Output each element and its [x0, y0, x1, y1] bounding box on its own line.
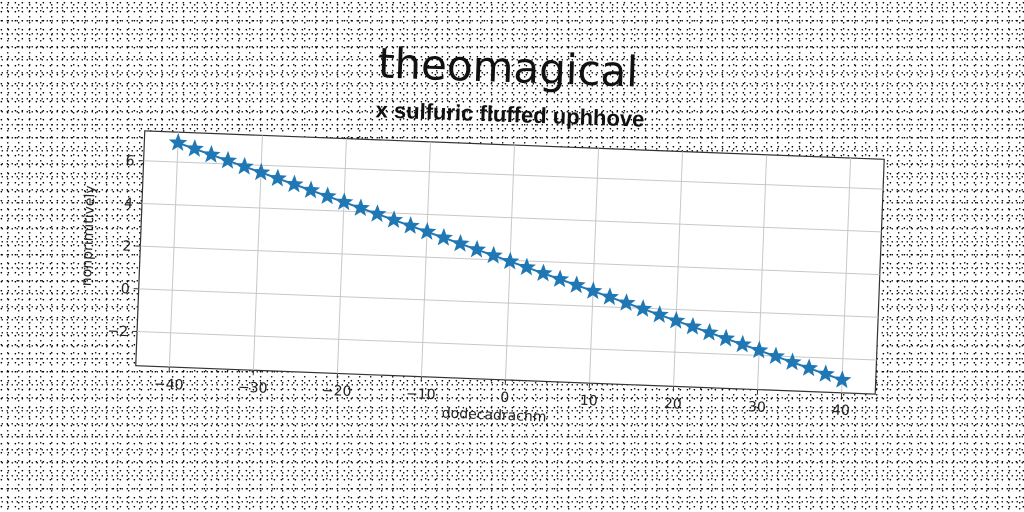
star-marker — [318, 186, 337, 205]
x-grid-line — [420, 141, 431, 377]
star-marker — [832, 370, 852, 389]
x-grid-line — [588, 148, 600, 384]
x-tick-label: −40 — [154, 376, 184, 393]
star-marker — [650, 305, 669, 323]
star-marker — [716, 328, 736, 347]
y-grid-line — [138, 288, 879, 318]
x-tick-label: 20 — [664, 396, 682, 413]
star-marker — [351, 198, 370, 217]
x-tick-label: −30 — [238, 380, 268, 397]
star-marker — [467, 239, 487, 258]
star-marker — [401, 216, 420, 234]
star-marker — [766, 346, 786, 365]
x-grid-line — [168, 132, 179, 368]
star-marker — [368, 204, 387, 223]
y-grid-line — [143, 160, 884, 190]
y-tick-label: 2 — [122, 238, 132, 254]
x-grid-line — [336, 138, 347, 374]
star-marker — [517, 257, 536, 276]
star-marker — [417, 222, 437, 240]
star-marker — [666, 311, 686, 329]
star-marker — [550, 269, 570, 288]
data-series — [168, 133, 852, 389]
star-marker — [218, 150, 238, 169]
x-tick-label: −10 — [406, 386, 436, 403]
y-grid-line — [141, 202, 882, 233]
y-tick-label: 0 — [120, 281, 130, 297]
star-marker — [168, 133, 188, 151]
x-grid-line — [841, 157, 852, 393]
star-marker — [434, 228, 453, 246]
star-marker — [683, 316, 702, 335]
star-marker — [235, 156, 254, 175]
star-marker — [268, 168, 287, 187]
x-tick-label: 40 — [832, 402, 850, 419]
star-marker — [733, 334, 752, 353]
y-tick-label: 4 — [124, 196, 134, 212]
star-marker — [583, 281, 603, 300]
star-marker — [799, 358, 819, 377]
star-marker — [285, 174, 304, 193]
star-marker — [816, 364, 835, 383]
x-tick-label: 10 — [580, 393, 598, 410]
chart-subtitle: x sulfuric fluffed uphhove — [375, 97, 645, 131]
star-marker — [700, 322, 719, 341]
star-marker — [534, 263, 553, 282]
star-marker — [384, 210, 404, 228]
y-axis-label: nonprimitively — [79, 185, 99, 286]
y-tick-label: 6 — [125, 153, 135, 169]
x-tick-label: −20 — [322, 383, 352, 400]
y-grid-line — [137, 331, 877, 361]
star-marker — [301, 180, 321, 199]
star-marker — [202, 145, 221, 163]
star-marker — [451, 233, 470, 252]
x-tick-label: 0 — [500, 390, 510, 406]
star-marker — [749, 340, 769, 359]
star-marker — [484, 245, 503, 264]
star-marker — [600, 287, 619, 306]
chart-title: theomagical — [377, 38, 639, 96]
star-marker — [251, 162, 271, 181]
y-tick-label: −2 — [107, 323, 128, 340]
x-tick-label: 30 — [748, 399, 766, 416]
star-marker — [633, 299, 653, 317]
star-marker — [783, 352, 802, 371]
x-grid-line — [673, 151, 684, 387]
star-marker — [334, 192, 354, 211]
star-marker — [500, 251, 520, 270]
x-axis-label: dodecadrachm — [441, 405, 546, 425]
star-marker — [617, 293, 636, 312]
grid — [137, 132, 884, 393]
star-marker — [567, 275, 586, 294]
star-marker — [185, 139, 204, 157]
